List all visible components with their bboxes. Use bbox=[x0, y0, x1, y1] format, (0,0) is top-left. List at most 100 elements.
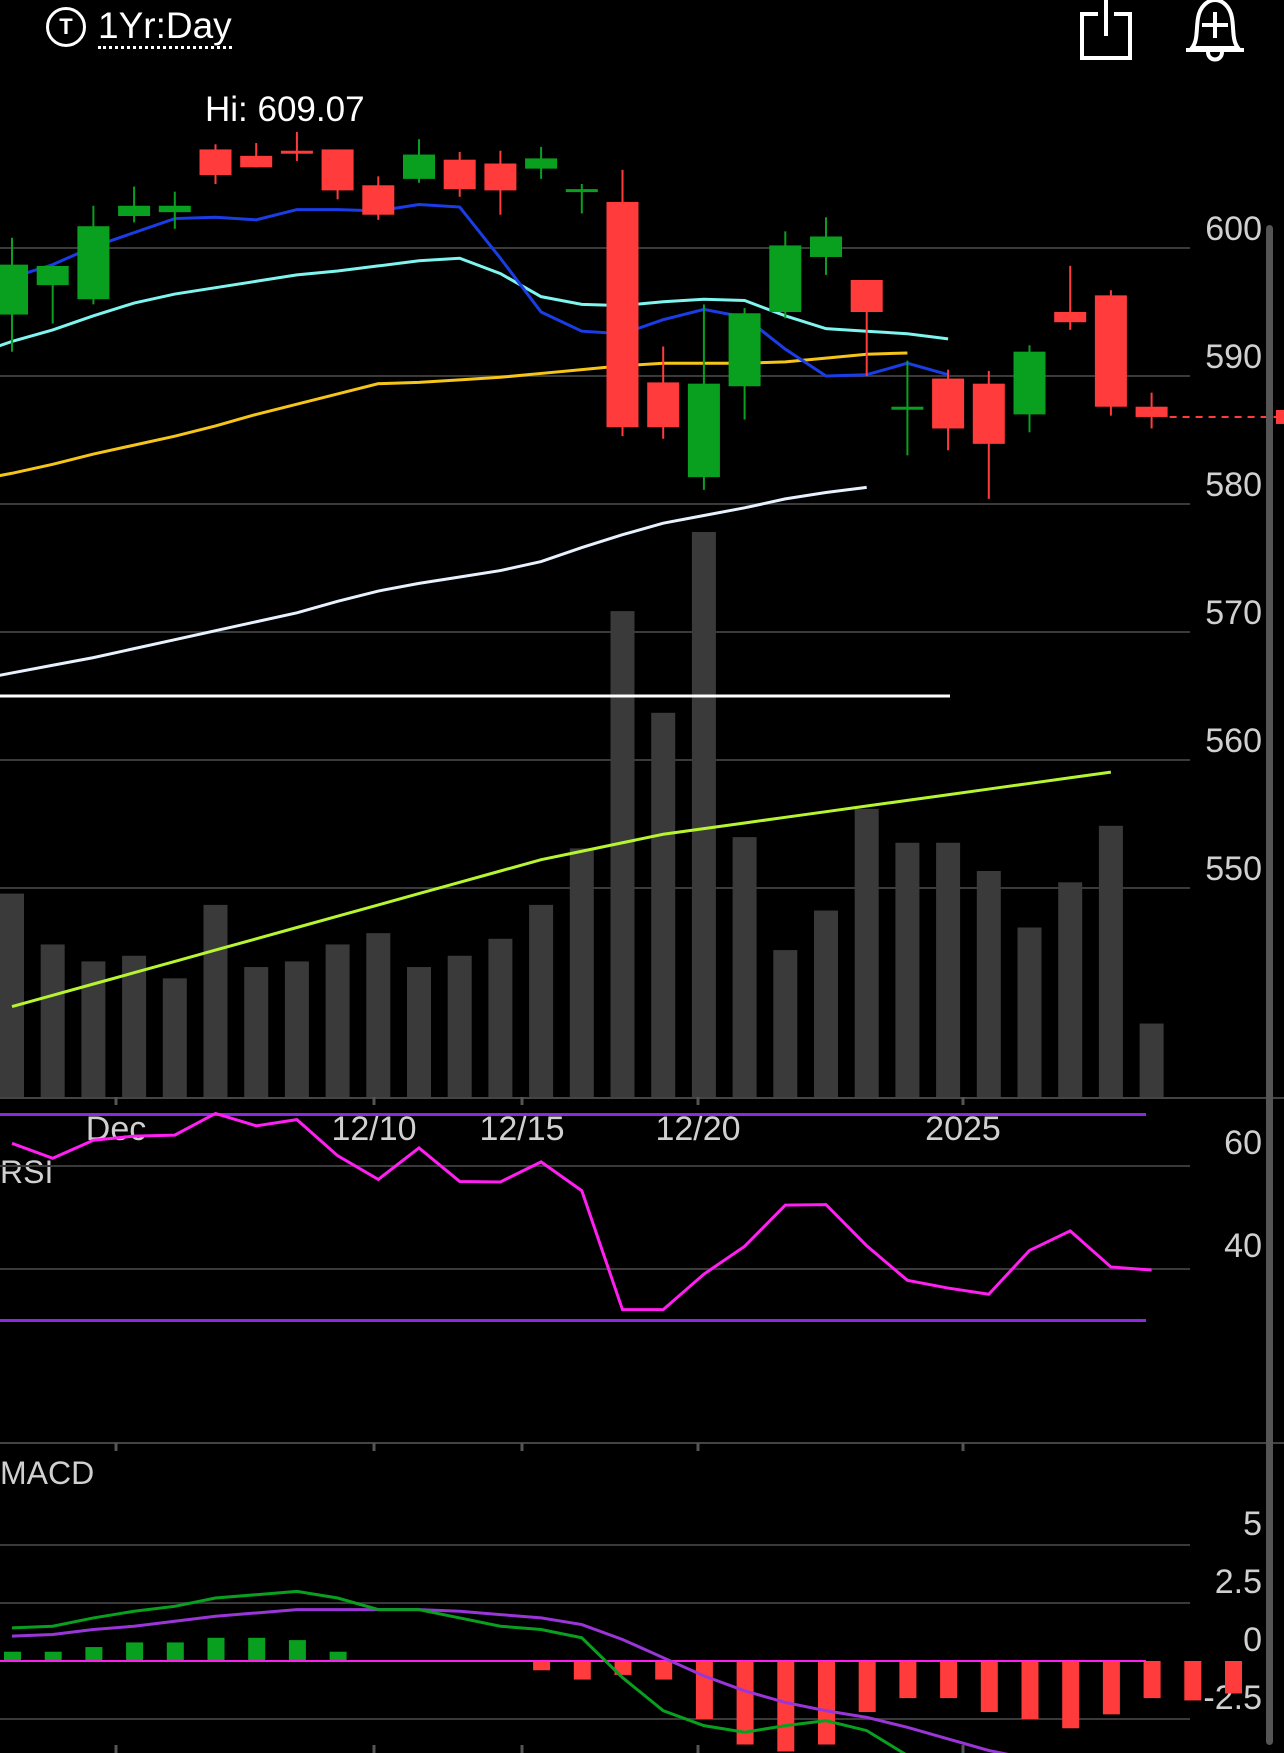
price-tick-label: 600 bbox=[1205, 210, 1262, 248]
candle-body bbox=[321, 149, 354, 191]
volume-bar bbox=[529, 904, 554, 1097]
rsi-line bbox=[11, 1111, 1152, 1312]
macd-histogram-bar bbox=[858, 1661, 876, 1713]
price-tick-label: 550 bbox=[1205, 850, 1262, 888]
candle-body bbox=[199, 149, 232, 176]
price-tick-label: 580 bbox=[1205, 466, 1262, 504]
macd-histogram-bar bbox=[736, 1661, 754, 1745]
ma-20-line bbox=[0, 256, 949, 348]
volume-bar bbox=[976, 871, 1001, 1097]
macd-histogram-bar bbox=[940, 1661, 958, 1699]
ma-10-line bbox=[0, 202, 949, 378]
rsi-title: RSI bbox=[0, 1154, 53, 1190]
candle-body bbox=[972, 383, 1005, 444]
macd-histogram-bar bbox=[1225, 1661, 1242, 1694]
share-icon[interactable] bbox=[1078, 0, 1134, 62]
macd-histogram-bar bbox=[818, 1661, 835, 1745]
time-range-label: 1Yr:Day bbox=[98, 5, 232, 49]
volume-bar bbox=[407, 967, 431, 1097]
candle-body bbox=[118, 205, 151, 216]
candle-body bbox=[362, 185, 395, 215]
volume-bar bbox=[610, 611, 635, 1097]
chart-header: T 1Yr:Day bbox=[0, 0, 1284, 62]
rsi-tick-label: 60 bbox=[1224, 1124, 1262, 1162]
volume-bar bbox=[1098, 825, 1123, 1097]
macd-histogram-bar bbox=[655, 1661, 673, 1680]
volume-bar bbox=[1139, 1023, 1164, 1097]
last-price-marker bbox=[1276, 409, 1284, 424]
high-price-label: Hi: 609.07 bbox=[205, 90, 365, 129]
macd-histogram-bar bbox=[695, 1661, 713, 1719]
macd-histogram-bar bbox=[4, 1651, 21, 1661]
macd-histogram-bar bbox=[1021, 1661, 1039, 1719]
candle-body bbox=[606, 201, 639, 428]
macd-histogram-bar bbox=[166, 1642, 184, 1661]
candle-body bbox=[443, 159, 476, 190]
candle-body bbox=[525, 158, 558, 169]
scrollbar[interactable] bbox=[1266, 225, 1273, 1745]
macd-histogram-bar bbox=[1143, 1661, 1161, 1699]
volume-bar bbox=[854, 808, 879, 1097]
macd-histogram-bar bbox=[288, 1640, 306, 1661]
volume-bar bbox=[814, 910, 838, 1097]
date-tick-label: 12/20 bbox=[655, 1110, 740, 1148]
macd-histogram-bar bbox=[573, 1661, 591, 1680]
candle-body bbox=[1054, 312, 1087, 323]
volume-bar bbox=[569, 848, 594, 1097]
volume-bar bbox=[162, 978, 187, 1097]
volume-bar bbox=[936, 842, 961, 1097]
date-tick-label: Dec bbox=[86, 1110, 146, 1148]
time-range-selector[interactable]: T 1Yr:Day bbox=[46, 2, 232, 52]
macd-histogram-bar bbox=[980, 1661, 998, 1713]
candle-body bbox=[810, 236, 842, 257]
candle-body bbox=[850, 280, 883, 312]
candle-body bbox=[403, 154, 435, 179]
volume-bar bbox=[203, 904, 228, 1097]
volume-bar bbox=[1058, 882, 1083, 1097]
macd-histogram-bar bbox=[1184, 1661, 1202, 1701]
candle-body bbox=[891, 406, 924, 410]
bell-plus-icon[interactable] bbox=[1180, 0, 1250, 66]
volume-bar bbox=[691, 532, 716, 1097]
macd-histogram-bar bbox=[329, 1651, 347, 1661]
candle-body bbox=[36, 265, 69, 286]
macd-line bbox=[11, 1589, 907, 1753]
date-tick-label: 12/15 bbox=[479, 1110, 564, 1148]
macd-tick-label: 2.5 bbox=[1215, 1563, 1262, 1601]
volume-bar bbox=[325, 944, 350, 1097]
candle-body bbox=[158, 205, 191, 213]
volume-bar bbox=[366, 933, 391, 1097]
price-tick-label: 570 bbox=[1205, 594, 1262, 632]
date-tick-label: 12/10 bbox=[331, 1110, 416, 1148]
volume-bar bbox=[284, 961, 309, 1097]
macd-title: MACD bbox=[0, 1455, 94, 1491]
volume-bar bbox=[244, 967, 269, 1097]
macd-histogram-bar bbox=[1062, 1661, 1080, 1729]
date-tick-label: 2025 bbox=[925, 1110, 1001, 1148]
volume-bar bbox=[651, 712, 676, 1097]
candle-body bbox=[647, 382, 680, 428]
macd-histogram-bar bbox=[1102, 1661, 1120, 1715]
macd-histogram-bar bbox=[248, 1637, 266, 1661]
candle-body bbox=[1135, 406, 1168, 417]
candle-body bbox=[932, 378, 965, 429]
macd-histogram-bar bbox=[207, 1637, 225, 1661]
rsi-panel: RSI 60 40 bbox=[0, 1111, 1284, 1451]
volume-bar bbox=[122, 955, 147, 1097]
candlesticks bbox=[0, 131, 1284, 499]
axis-labels: 600 590 580 570 560 550 Dec 12/10 12/15 12/20 2025 bbox=[86, 210, 1262, 1148]
ticker-icon: T bbox=[46, 7, 86, 47]
candle-body bbox=[769, 245, 802, 312]
macd-histogram-bar bbox=[44, 1651, 62, 1661]
volume-ma-line bbox=[11, 770, 1112, 1009]
macd-histogram-bar bbox=[85, 1647, 103, 1661]
volume-bar bbox=[0, 893, 24, 1097]
candle-body bbox=[280, 150, 313, 154]
macd-histogram-bar bbox=[126, 1642, 144, 1661]
ma-200-line bbox=[0, 485, 867, 677]
volume-bar bbox=[732, 837, 757, 1097]
volume-bar bbox=[447, 955, 472, 1097]
candle-body bbox=[484, 163, 517, 191]
macd-histogram-bar bbox=[614, 1661, 632, 1675]
